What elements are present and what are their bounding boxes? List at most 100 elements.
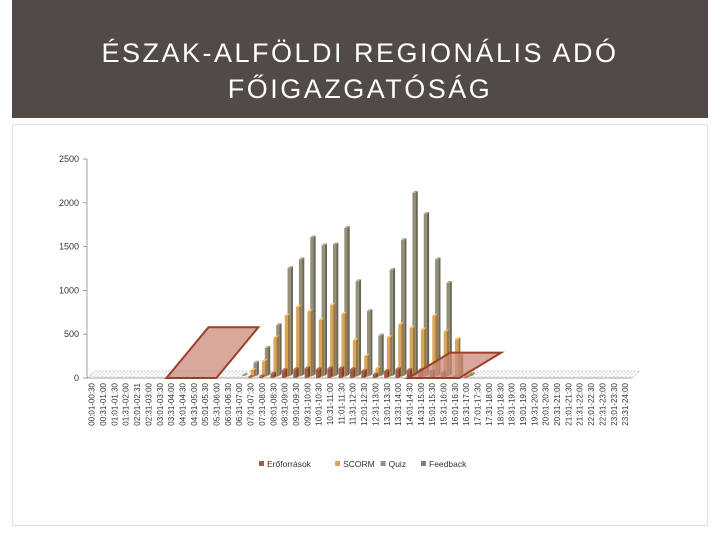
bar bbox=[262, 361, 266, 377]
bar-top bbox=[332, 242, 339, 245]
bar-top bbox=[443, 329, 450, 332]
x-tick-label: 23:31-24:00 bbox=[621, 382, 630, 425]
bar-side bbox=[256, 360, 259, 376]
bar-side bbox=[387, 368, 390, 378]
bar-side bbox=[341, 366, 345, 378]
bar bbox=[384, 370, 388, 378]
bar-top bbox=[327, 366, 333, 369]
bar-top bbox=[250, 367, 257, 370]
bar-side bbox=[358, 279, 362, 376]
x-tick-label: 01:31-02:00 bbox=[122, 382, 131, 425]
bar bbox=[270, 373, 274, 378]
bar bbox=[273, 337, 277, 377]
x-tick-label: 15:01-15:30 bbox=[428, 382, 437, 425]
x-tick-label: 00:31-01:00 bbox=[99, 382, 108, 425]
x-tick-label: 01:01-01:30 bbox=[110, 382, 119, 425]
x-tick-label: 06:01-06:30 bbox=[224, 382, 233, 425]
bar bbox=[443, 331, 447, 377]
x-tick-label: 22:01-22:30 bbox=[587, 382, 596, 425]
bar-top bbox=[401, 238, 407, 241]
bar bbox=[378, 335, 382, 376]
x-tick-label: 19:31-20:00 bbox=[530, 382, 539, 425]
bar-side bbox=[404, 238, 407, 376]
bar-side bbox=[285, 368, 288, 378]
bar bbox=[420, 329, 425, 377]
bar bbox=[338, 368, 342, 378]
x-tick-label: 18:31-19:00 bbox=[508, 382, 517, 425]
bar bbox=[364, 355, 368, 377]
x-tick-label: 17:01-17:30 bbox=[474, 382, 483, 425]
bar-top bbox=[344, 225, 350, 228]
x-tick-label: 07:31-08:00 bbox=[258, 382, 267, 425]
bar-side bbox=[336, 242, 339, 376]
bar-top bbox=[247, 375, 254, 378]
x-tick-label: 21:01-21:30 bbox=[564, 382, 573, 425]
bar-side bbox=[268, 345, 271, 376]
bar bbox=[367, 311, 371, 376]
bar-side bbox=[273, 371, 276, 378]
bar-top bbox=[307, 309, 313, 312]
bar bbox=[259, 376, 263, 378]
bar-side bbox=[356, 338, 359, 377]
bar-side bbox=[364, 368, 367, 378]
x-tick-label: 09:01-09:30 bbox=[292, 382, 301, 425]
bar bbox=[412, 192, 416, 376]
bar-top bbox=[386, 335, 393, 338]
bar bbox=[409, 327, 413, 377]
hourly-usage-chart: 0 500 1000 1500 2000 2500 00:01-00:30 00:31-01:… bbox=[59, 154, 641, 469]
bar-side bbox=[333, 303, 336, 377]
title-banner: ÉSZAK-ALFÖLDI REGIONÁLIS ADÓ FŐIGAZGATÓS… bbox=[12, 0, 708, 118]
x-tick-label: 10:01-10:30 bbox=[315, 382, 324, 425]
bar-side bbox=[276, 335, 279, 377]
x-tick-label: 03:01-03:30 bbox=[156, 382, 165, 425]
bar bbox=[395, 369, 399, 378]
bar-top bbox=[264, 345, 271, 348]
x-tick-label: 15:31-16:00 bbox=[440, 382, 449, 425]
bar-top bbox=[318, 318, 325, 321]
bar-top bbox=[432, 313, 438, 316]
bar-side bbox=[392, 267, 396, 376]
bar-top bbox=[259, 374, 265, 377]
bar bbox=[293, 369, 297, 378]
bar-top bbox=[378, 333, 384, 336]
bar-top bbox=[276, 323, 282, 326]
bar bbox=[304, 368, 308, 378]
x-tick-label: 22:31-23:00 bbox=[598, 382, 607, 425]
bar-top bbox=[420, 327, 427, 330]
bar-top bbox=[367, 309, 373, 312]
bar-top bbox=[406, 368, 413, 371]
bar-top bbox=[296, 304, 302, 307]
x-tick-label: 00:01-00:30 bbox=[88, 382, 97, 425]
x-tick-label: 17:31-18:00 bbox=[485, 382, 494, 425]
bar-top bbox=[262, 359, 268, 362]
legend-label: Quiz bbox=[389, 459, 406, 469]
chart-panel: 0 500 1000 1500 2000 2500 00:01-00:30 00:31-01:… bbox=[12, 124, 708, 526]
bar-side bbox=[313, 235, 316, 376]
bar-top bbox=[352, 338, 359, 341]
bar-top bbox=[364, 353, 370, 356]
bar bbox=[327, 368, 331, 378]
y-tick-label: 1500 bbox=[59, 242, 79, 252]
bar-side bbox=[262, 374, 265, 378]
bar bbox=[284, 315, 288, 377]
bar-side bbox=[390, 335, 393, 377]
x-tick-label: 08:01-08:30 bbox=[269, 382, 278, 425]
x-tick-label: 16:01-16:30 bbox=[451, 382, 460, 425]
bar bbox=[344, 227, 348, 376]
x-tick-label: 18:01-18:30 bbox=[496, 382, 505, 425]
bar-side bbox=[299, 304, 302, 377]
bar-top bbox=[273, 335, 279, 338]
bar-side bbox=[424, 327, 427, 377]
x-tick-label: 10:31-11:00 bbox=[326, 382, 335, 425]
bar bbox=[307, 311, 311, 377]
bar-top bbox=[284, 313, 291, 316]
bar-side bbox=[245, 373, 248, 376]
bar-top bbox=[463, 375, 469, 378]
bar-side bbox=[253, 367, 257, 377]
bar-top bbox=[398, 322, 404, 325]
bar-side bbox=[347, 225, 350, 376]
bar-side bbox=[307, 366, 311, 378]
bar-side bbox=[322, 318, 325, 377]
bar-side bbox=[469, 372, 472, 377]
x-tick-label: 11:31-12:00 bbox=[349, 382, 358, 425]
